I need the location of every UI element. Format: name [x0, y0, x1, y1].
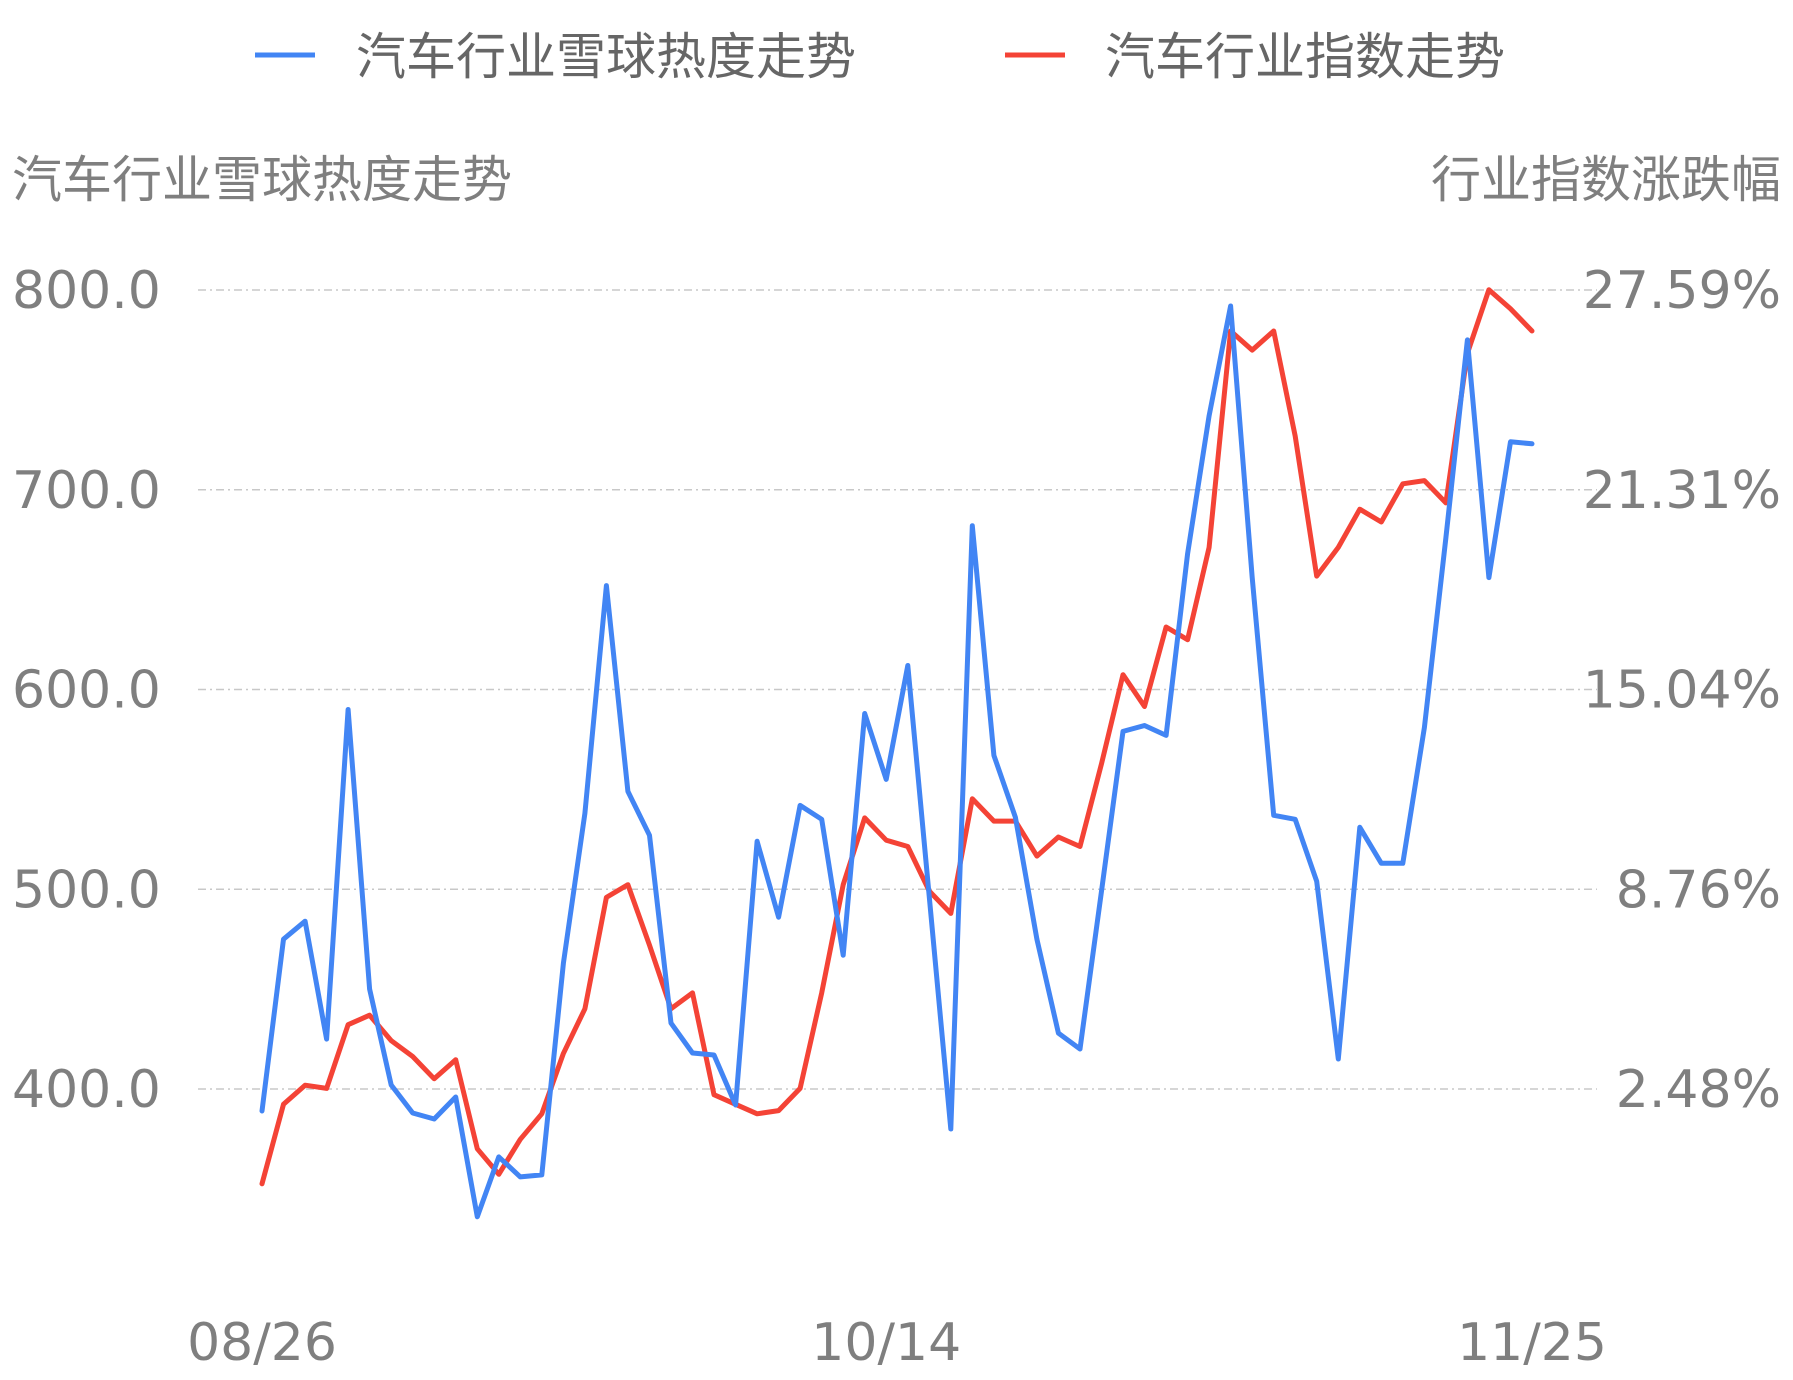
series-line-heat: [259, 303, 1535, 1220]
legend-label-heat: 汽车行业雪球热度走势: [356, 28, 856, 86]
y-right-tick-label: 27.59%: [1583, 261, 1781, 321]
legend-label-index: 汽车行业指数走势: [1105, 28, 1505, 86]
y-right-tick-label: 2.48%: [1616, 1060, 1781, 1120]
y-right-axis-title: 行业指数涨跌幅: [1431, 151, 1781, 209]
y-left-tick-label: 400.0: [12, 1060, 161, 1120]
y-right-tick-labels: 2.48% 8.76% 15.04% 21.31% 27.59%: [1583, 261, 1781, 1120]
series-lines: [259, 287, 1535, 1220]
x-tick-labels: 08/26 10/14 11/25: [187, 1313, 1607, 1373]
grid-lines: [198, 289, 1597, 1090]
y-right-tick-label: 21.31%: [1583, 461, 1781, 521]
y-left-tick-labels: 400.0 500.0 600.0 700.0 800.0: [12, 261, 161, 1120]
y-left-axis-title: 汽车行业雪球热度走势: [12, 151, 512, 209]
x-tick-label: 10/14: [811, 1313, 961, 1373]
x-tick-label: 11/25: [1457, 1313, 1607, 1373]
y-left-tick-label: 700.0: [12, 461, 161, 521]
series-line-index: [259, 287, 1535, 1187]
x-tick-label: 08/26: [187, 1313, 337, 1373]
legend: 汽车行业雪球热度走势 汽车行业指数走势: [255, 28, 1505, 86]
y-right-tick-label: 8.76%: [1616, 860, 1781, 920]
y-left-tick-label: 600.0: [12, 661, 161, 721]
y-left-tick-label: 500.0: [12, 860, 161, 920]
y-left-tick-label: 800.0: [12, 261, 161, 321]
y-right-tick-label: 15.04%: [1583, 661, 1781, 721]
